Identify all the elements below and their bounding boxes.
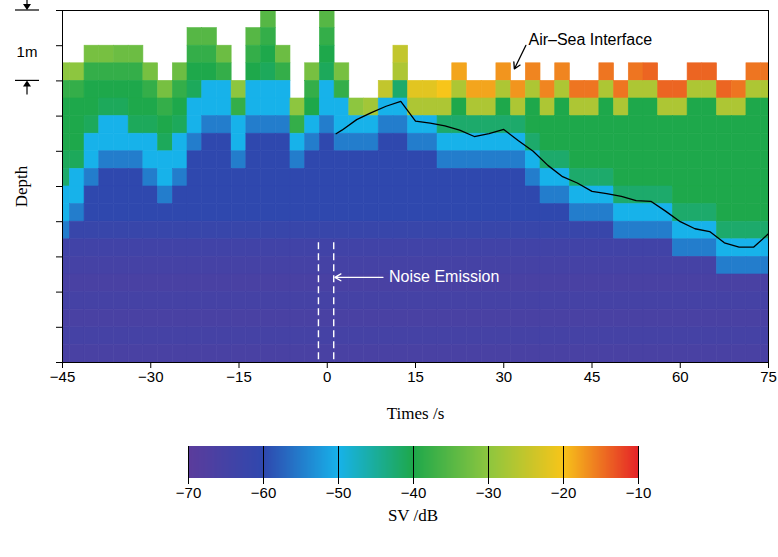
- svg-text:30: 30: [495, 368, 512, 385]
- svg-text:−15: −15: [226, 368, 251, 385]
- svg-text:Air–Sea Interface: Air–Sea Interface: [528, 31, 652, 48]
- svg-text:−45: −45: [50, 368, 75, 385]
- svg-text:15: 15: [407, 368, 424, 385]
- svg-text:−30: −30: [138, 368, 163, 385]
- svg-text:75: 75: [760, 368, 777, 385]
- svg-text:−70: −70: [176, 484, 201, 501]
- svg-text:−40: −40: [401, 484, 426, 501]
- html-text:SV /dB: SV /dB: [387, 506, 439, 525]
- svg-text:Times /s: Times /s: [387, 404, 444, 423]
- svg-text:−20: −20: [551, 484, 576, 501]
- svg-text:0: 0: [323, 368, 331, 385]
- svg-text:Noise Emission: Noise Emission: [389, 268, 499, 285]
- svg-text:−50: −50: [326, 484, 351, 501]
- svg-text:45: 45: [584, 368, 601, 385]
- svg-text:Depth: Depth: [12, 165, 31, 207]
- svg-text:−10: −10: [626, 484, 651, 501]
- svg-text:1m: 1m: [17, 43, 38, 60]
- svg-text:−30: −30: [476, 484, 501, 501]
- svg-text:60: 60: [672, 368, 689, 385]
- svg-text:−60: −60: [251, 484, 276, 501]
